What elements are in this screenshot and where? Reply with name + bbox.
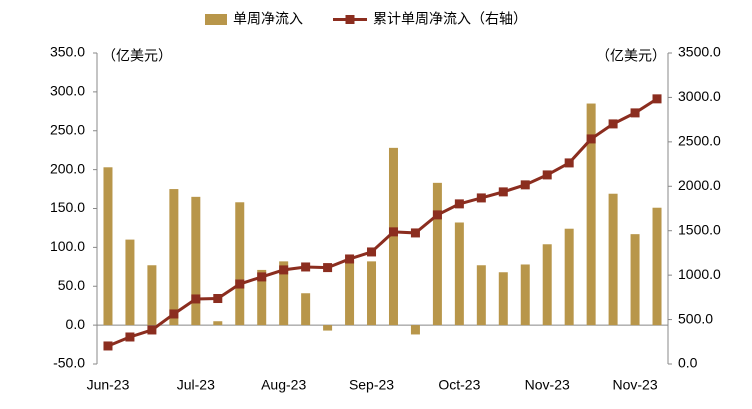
y-tick-label: 250.0 xyxy=(50,121,85,137)
x-tick-label: Aug-23 xyxy=(261,377,306,393)
x-tick-label: Jun-23 xyxy=(87,377,130,393)
bar xyxy=(103,167,113,326)
line-marker xyxy=(213,294,223,304)
bar xyxy=(542,244,552,326)
line-marker xyxy=(345,254,355,264)
bar xyxy=(410,325,420,335)
bar xyxy=(147,265,157,326)
y-tick-label: 100.0 xyxy=(50,238,85,254)
line-marker xyxy=(257,272,267,282)
y-tick-label: 350.0 xyxy=(50,44,85,60)
line-marker xyxy=(586,134,596,144)
bar xyxy=(169,189,179,326)
bar xyxy=(652,207,662,326)
legend-marker xyxy=(345,15,355,24)
bar xyxy=(520,264,530,326)
bar xyxy=(388,147,398,326)
bar xyxy=(586,103,596,326)
bar xyxy=(301,293,311,326)
bar xyxy=(323,325,333,331)
x-tick-label: Nov-23 xyxy=(612,377,657,393)
y2-tick-label: 3500.0 xyxy=(678,44,721,60)
x-tick-label: Nov-23 xyxy=(525,377,570,393)
line-marker xyxy=(367,247,377,257)
bar xyxy=(257,269,267,326)
bar xyxy=(432,182,442,326)
y2-tick-label: 1500.0 xyxy=(678,221,721,237)
y2-axis-label: （亿美元） xyxy=(596,48,666,64)
line-marker xyxy=(476,193,486,203)
y-tick-label: 300.0 xyxy=(50,83,85,99)
line xyxy=(107,97,658,348)
line-marker xyxy=(432,210,442,220)
bar xyxy=(498,272,508,326)
bar xyxy=(367,261,377,326)
y-axis-label: （亿美元） xyxy=(102,48,172,64)
legend-swatch xyxy=(205,14,227,25)
y2-tick-label: 2500.0 xyxy=(678,133,721,149)
y2-tick-label: 1000.0 xyxy=(678,266,721,282)
x-tick-label: Oct-23 xyxy=(438,377,480,393)
line-marker xyxy=(235,279,245,289)
line-marker xyxy=(520,180,530,190)
y-tick-label: 200.0 xyxy=(50,160,85,176)
legend-label: 单周净流入 xyxy=(233,11,303,27)
bar xyxy=(125,239,135,326)
bar xyxy=(454,222,464,326)
line-marker xyxy=(103,341,113,351)
bar xyxy=(564,228,574,326)
bar xyxy=(476,265,486,326)
bar xyxy=(279,261,289,326)
bar xyxy=(345,260,355,326)
line-marker xyxy=(652,94,662,104)
y-tick-label: -50.0 xyxy=(53,355,85,371)
y2-tick-label: 0.0 xyxy=(678,355,698,371)
bar xyxy=(235,202,245,326)
line-marker xyxy=(169,309,179,319)
x-tick-label: Sep-23 xyxy=(349,377,394,393)
line-marker xyxy=(498,187,508,197)
line-marker xyxy=(608,119,618,129)
y2-tick-label: 2000.0 xyxy=(678,177,721,193)
line-marker xyxy=(279,265,289,275)
line-marker xyxy=(454,199,464,209)
legend-label: 累计单周净流入（右轴） xyxy=(373,11,527,27)
y2-tick-label: 500.0 xyxy=(678,310,713,326)
line-marker xyxy=(388,227,398,237)
y2-tick-label: 3000.0 xyxy=(678,88,721,104)
line-marker xyxy=(542,170,552,180)
line-marker xyxy=(147,325,157,335)
x-tick-label: Jul-23 xyxy=(177,377,215,393)
line-marker xyxy=(323,263,333,273)
y-tick-label: 0.0 xyxy=(66,316,86,332)
line-marker xyxy=(630,108,640,118)
y-tick-label: 150.0 xyxy=(50,199,85,215)
line-marker xyxy=(125,332,135,342)
y-tick-label: 50.0 xyxy=(58,277,85,293)
bar xyxy=(213,321,223,326)
bar xyxy=(630,234,640,326)
line-marker xyxy=(301,262,311,272)
line-marker xyxy=(191,294,201,304)
line-marker xyxy=(564,158,574,168)
bar xyxy=(608,193,618,326)
bar xyxy=(191,196,201,326)
line-marker xyxy=(410,228,420,238)
